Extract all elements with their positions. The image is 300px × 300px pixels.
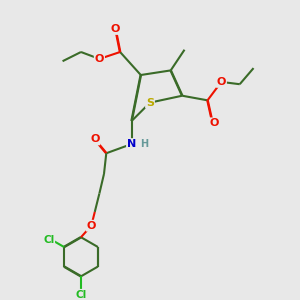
- Text: O: O: [95, 54, 104, 64]
- Text: O: O: [111, 24, 120, 34]
- Text: Cl: Cl: [43, 235, 54, 245]
- Text: N: N: [127, 139, 136, 149]
- Text: Cl: Cl: [75, 290, 87, 300]
- Text: O: O: [210, 118, 219, 128]
- Text: O: O: [87, 221, 96, 231]
- Text: S: S: [146, 98, 154, 108]
- Text: H: H: [140, 139, 148, 149]
- Text: O: O: [217, 77, 226, 87]
- Text: O: O: [90, 134, 100, 144]
